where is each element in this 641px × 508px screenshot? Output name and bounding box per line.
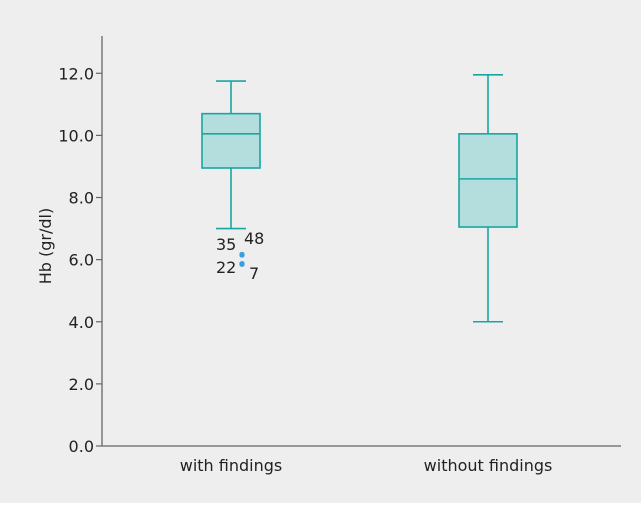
x-tick-labels: with findings without findings (180, 456, 553, 475)
y-tick-label: 4.0 (69, 313, 94, 332)
outlier-label: 22 (216, 258, 236, 277)
y-tick-label: 10.0 (58, 126, 94, 145)
x-tick-label: with findings (180, 456, 282, 475)
outlier-label: 35 (216, 235, 236, 254)
y-tick-label: 6.0 (69, 251, 94, 270)
y-tick-label: 2.0 (69, 375, 94, 394)
outlier-point (239, 253, 245, 258)
box-without-findings (458, 74, 518, 323)
outliers: 35 48 22 7 (216, 229, 264, 283)
y-axis-label: Hb (gr/dl) (36, 208, 55, 284)
axes (101, 36, 621, 447)
y-tick-label: 0.0 (69, 437, 94, 456)
y-tick-label: 8.0 (69, 189, 94, 208)
x-tick-label: without findings (424, 456, 553, 475)
outlier-label: 48 (244, 229, 264, 248)
boxes: 35 48 22 7 (201, 74, 518, 323)
box-with-findings: 35 48 22 7 (201, 80, 264, 283)
y-ticks: 0.0 2.0 4.0 6.0 8.0 10.0 12.0 (58, 64, 102, 456)
outlier-label: 7 (249, 264, 259, 283)
iqr-box (201, 112, 261, 169)
y-tick-label: 12.0 (58, 64, 94, 83)
iqr-box (458, 133, 518, 228)
outlier-point (239, 262, 245, 267)
